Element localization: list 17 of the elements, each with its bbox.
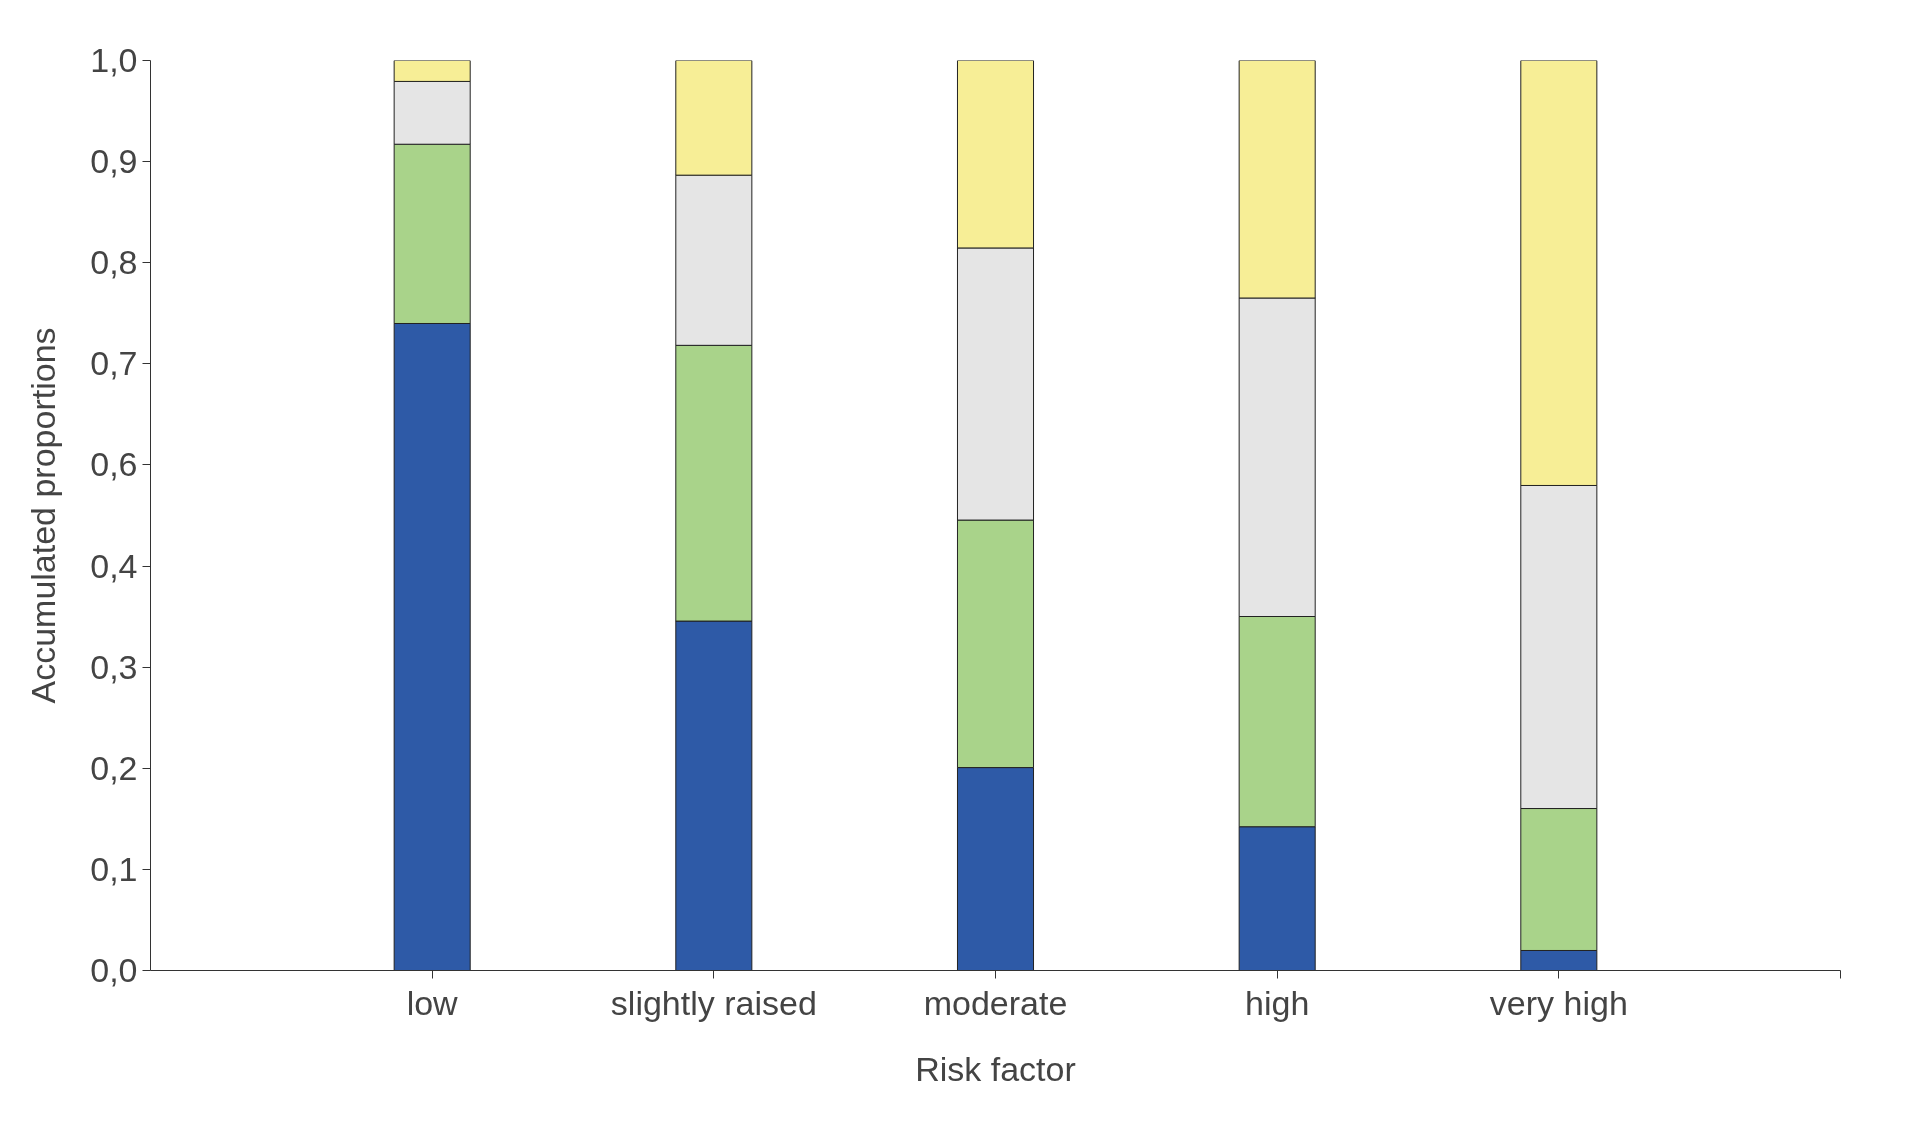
x-tick-label: very high	[1489, 983, 1628, 1022]
y-tick-label: 0,1	[90, 849, 138, 888]
y-tick-label: 1,0	[90, 41, 138, 79]
y-axis-title: Accumulated proportions	[24, 327, 63, 704]
y-tick-label: 0,0	[90, 951, 138, 989]
x-axis-title: Risk factor	[915, 1049, 1076, 1088]
y-tick-label: 0,7	[90, 344, 138, 383]
y-tick-label: 0,8	[90, 243, 138, 282]
y-tick-label: 0,9	[90, 142, 138, 181]
x-tick-label: slightly raised	[610, 983, 817, 1022]
x-tick-label: high	[1245, 983, 1310, 1022]
y-tick-label: 0,4	[90, 546, 138, 585]
y-tick-label: 0,3	[90, 647, 138, 686]
y-tick-label: 0,6	[90, 445, 138, 484]
x-tick-label: moderate	[923, 983, 1068, 1022]
y-tick-label: 0,2	[90, 748, 138, 787]
x-tick-label: low	[406, 983, 459, 1022]
